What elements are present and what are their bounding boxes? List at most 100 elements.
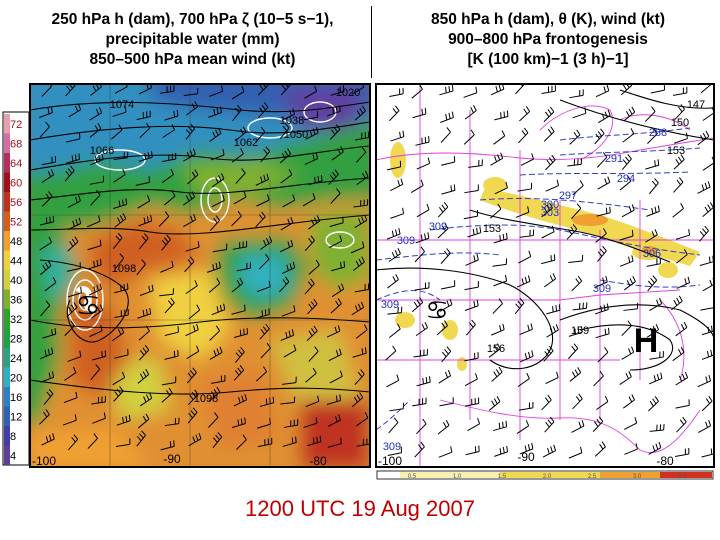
wind-barb — [488, 348, 501, 358]
wind-barb — [255, 131, 266, 143]
wind-barb — [328, 353, 342, 362]
wind-barb — [699, 261, 714, 266]
wind-barb — [114, 257, 125, 270]
wind-barb — [231, 282, 244, 293]
wind-barb — [592, 421, 604, 432]
wind-barb — [92, 355, 106, 361]
wind-barb — [411, 88, 423, 99]
theta-label-297: 297 — [559, 190, 577, 202]
theta-label-309-e: 309 — [383, 441, 401, 453]
frontogenesis-tick-label: 1.0 — [453, 474, 462, 480]
left-title-line-2: precipitable water (mm) — [105, 31, 280, 48]
wind-barb — [568, 260, 583, 263]
wind-barb — [279, 281, 290, 293]
colorbar-tick-label: 20 — [10, 373, 22, 385]
wind-barb — [494, 187, 508, 195]
colorbar-swatch — [4, 367, 10, 387]
wind-barb — [621, 351, 634, 360]
wind-barb — [675, 404, 690, 409]
colorbar-tick-label: 44 — [10, 256, 22, 268]
theta-label-309-a: 309 — [429, 221, 447, 233]
wind-barb — [112, 377, 125, 386]
wind-barb — [647, 133, 658, 144]
wind-barb — [389, 110, 400, 122]
wind-barb — [697, 380, 711, 388]
wind-barb — [303, 116, 318, 121]
colorbar-swatch — [4, 270, 10, 290]
wind-barb — [92, 417, 106, 424]
wind-barb — [256, 371, 267, 382]
wind-barb — [138, 87, 152, 95]
wind-barb — [702, 283, 714, 292]
left-panel-title: 250 hPa h (dam), 700 hPa ζ (10−5 s−1), p… — [20, 10, 365, 70]
frontogenesis-tick-label: 3.5 — [678, 474, 687, 480]
theta-label-309-b: 309 — [397, 235, 415, 247]
wind-barb — [569, 94, 584, 99]
wind-barb — [186, 350, 199, 359]
wind-barb — [90, 309, 103, 319]
wind-barb — [42, 333, 56, 339]
height-label-153-east: 153 — [667, 145, 685, 157]
colorbar-swatch — [4, 114, 10, 134]
wind-barb — [463, 92, 477, 98]
wind-barb — [676, 421, 687, 433]
wind-barb — [597, 250, 607, 262]
wind-barb — [162, 129, 175, 138]
wind-barb — [467, 423, 480, 432]
right-title-line-2: 900–800 hPa frontogenesis — [448, 31, 648, 48]
wind-barb — [164, 195, 176, 206]
right-panel-title: 850 hPa h (dam), θ (K), wind (kt) 900–80… — [378, 10, 718, 70]
wind-barb — [519, 328, 533, 336]
wind-barb — [183, 93, 198, 97]
wind-barb — [569, 134, 581, 145]
wind-barb — [87, 264, 102, 270]
colorbar-tick-label: 4 — [10, 451, 16, 463]
wind-barb — [624, 448, 638, 455]
wind-barb — [330, 90, 345, 96]
wind-barb — [622, 399, 635, 409]
wind-barb — [187, 174, 199, 185]
wind-barb — [518, 407, 533, 411]
wind-barb — [236, 439, 247, 450]
frontogenesis-tick-label: 2.5 — [588, 474, 597, 480]
wind-barb — [410, 184, 424, 194]
wind-barb — [644, 111, 656, 122]
wind-barb — [568, 348, 579, 360]
height-label-1074: 1074 — [110, 99, 134, 111]
wind-barb — [210, 154, 225, 161]
wind-barb — [416, 423, 427, 435]
wind-barb — [386, 166, 401, 171]
wind-barb — [185, 329, 199, 337]
wind-barb — [541, 231, 555, 239]
theta-contours — [376, 127, 701, 431]
wind-barb — [571, 425, 585, 433]
wind-barb — [674, 108, 685, 120]
wind-barb — [209, 220, 221, 231]
wind-barb — [211, 309, 225, 316]
wind-barb — [326, 400, 341, 405]
wind-barb — [164, 331, 179, 336]
wind-barb — [387, 452, 402, 456]
wind-barb — [90, 368, 101, 381]
wind-barb — [232, 109, 242, 122]
wind-barb — [464, 357, 479, 362]
wind-barb — [568, 452, 583, 459]
wind-barb — [416, 209, 430, 218]
wind-barb — [649, 182, 659, 195]
wind-barb — [329, 240, 342, 248]
wind-barb — [329, 375, 343, 384]
wind-barb — [619, 260, 634, 267]
colorbar-swatch — [4, 426, 10, 446]
wind-barb — [468, 164, 483, 168]
wind-barb — [185, 246, 200, 252]
wind-barb — [515, 211, 530, 218]
wind-barb — [675, 234, 690, 240]
colorbar-tick-label: 68 — [10, 139, 22, 151]
wind-barb — [623, 308, 638, 311]
wind-barb — [350, 246, 365, 254]
wind-barb — [388, 328, 401, 339]
wind-barb — [164, 355, 179, 360]
wind-barb — [329, 222, 344, 227]
wind-barb — [161, 239, 171, 251]
